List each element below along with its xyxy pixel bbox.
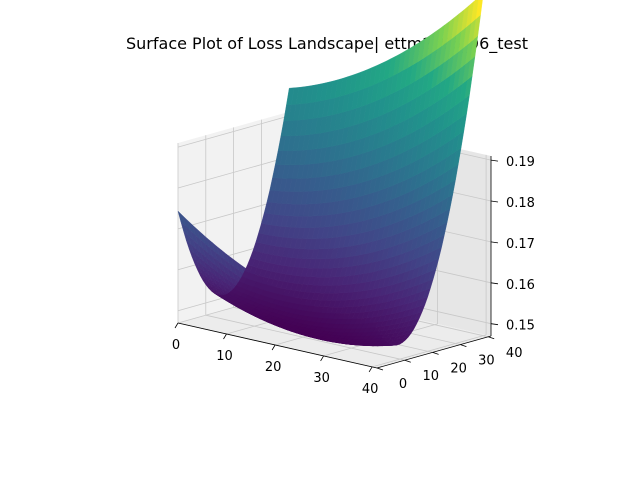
- z-tick-mark: [490, 282, 499, 285]
- gridline-floor-y: [205, 314, 405, 361]
- y-tick-mark: [432, 352, 439, 355]
- y-axis-line: [376, 335, 492, 369]
- y-tick-mark: [488, 336, 495, 340]
- gridline-floor-x: [371, 334, 487, 368]
- x-tick-mark: [174, 322, 179, 329]
- y-tick-label: 10: [423, 369, 440, 384]
- z-tick-label: 0.19: [506, 155, 535, 170]
- y-tick-mark: [460, 344, 467, 347]
- z-tick-mark: [490, 159, 499, 162]
- z-tick-mark: [490, 241, 499, 244]
- x-tick-label: 10: [216, 349, 233, 364]
- x-axis-line: [177, 322, 378, 369]
- y-tick-mark: [404, 359, 411, 363]
- z-tick-label: 0.17: [506, 237, 535, 252]
- z-tick-label: 0.15: [506, 319, 535, 334]
- x-tick-label: 20: [265, 360, 282, 375]
- z-tick-label: 0.18: [506, 196, 535, 211]
- x-tick-label: 0: [172, 338, 180, 353]
- x-tick-mark: [271, 344, 276, 351]
- y-tick-label: 30: [478, 354, 495, 369]
- y-tick-label: 40: [506, 346, 523, 361]
- x-tick-mark: [223, 333, 227, 340]
- y-tick-label: 20: [450, 361, 467, 376]
- z-tick-mark: [490, 323, 499, 326]
- gridline-left-z: [177, 114, 293, 148]
- gridline-left-z: [177, 155, 293, 189]
- x-tick-mark: [320, 355, 324, 362]
- y-tick-mark: [376, 367, 384, 371]
- x-tick-label: 40: [362, 382, 379, 397]
- y-tick-label: 0: [399, 377, 407, 392]
- surface-patch: [286, 87, 295, 106]
- x-tick-label: 30: [313, 371, 330, 386]
- z-tick-label: 0.16: [506, 278, 535, 293]
- z-tick-mark: [490, 200, 499, 203]
- x-tick-mark: [368, 366, 373, 373]
